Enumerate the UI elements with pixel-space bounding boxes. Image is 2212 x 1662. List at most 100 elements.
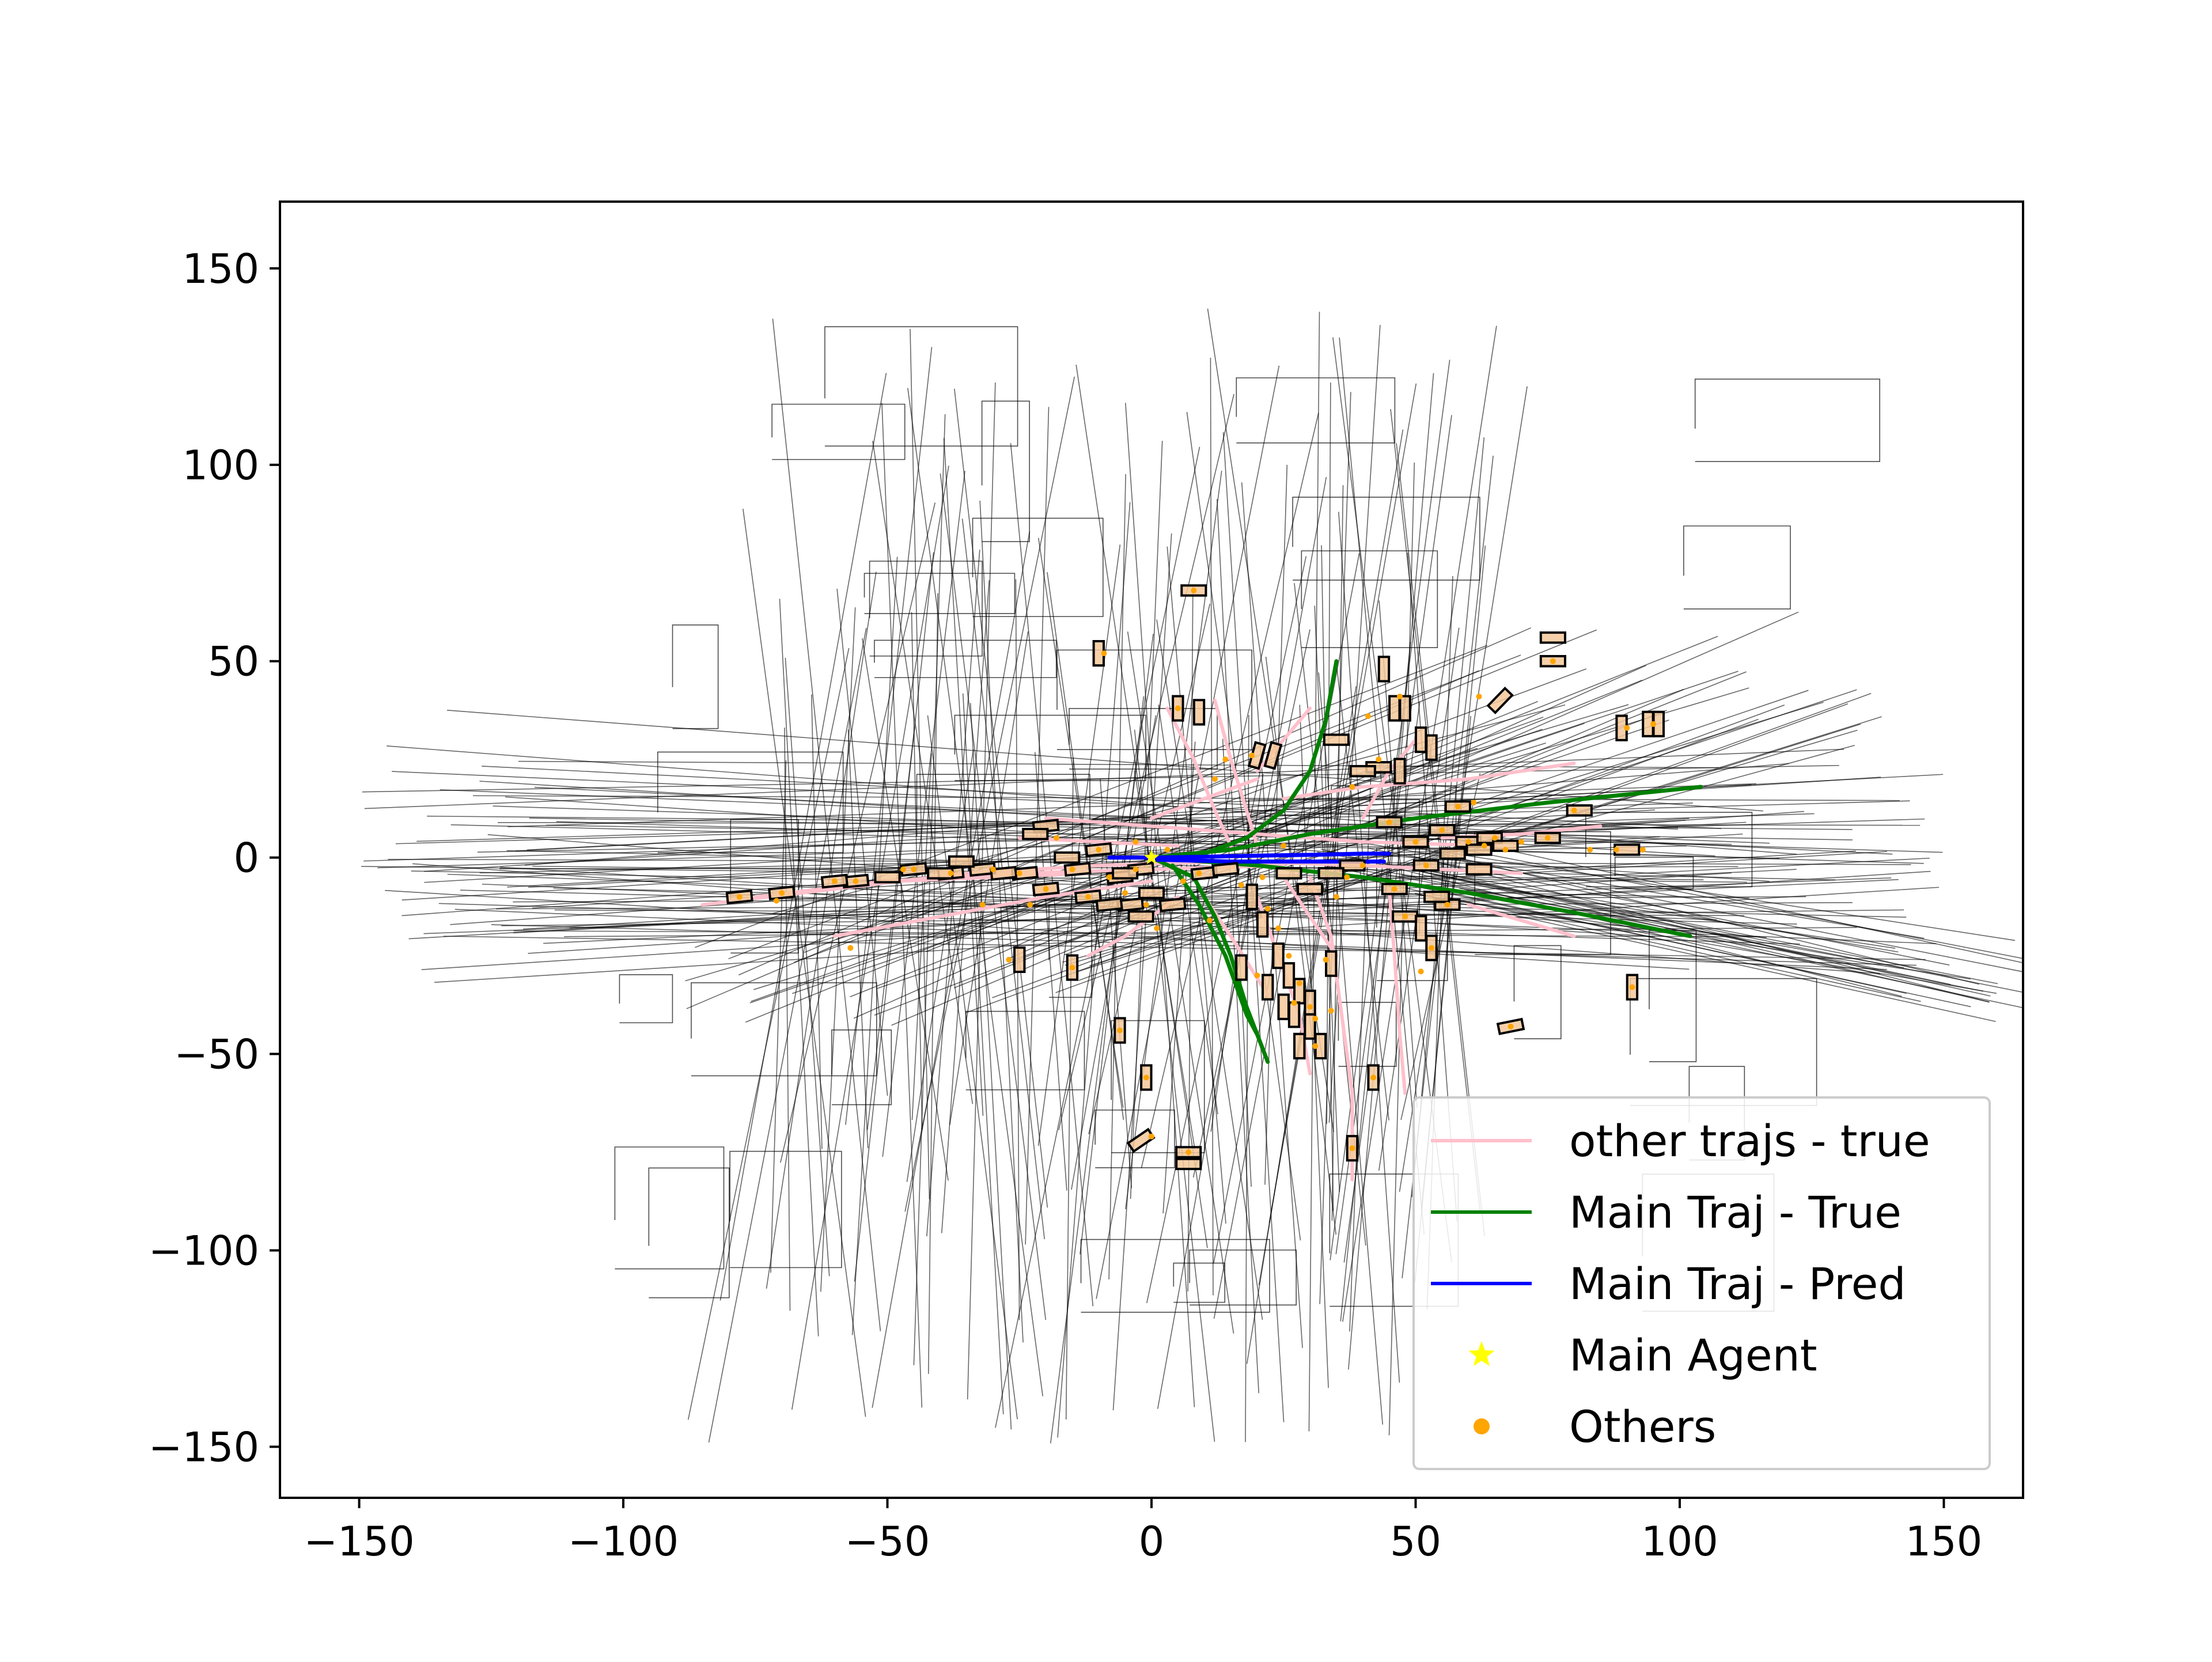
- other-agent-point: [1196, 870, 1202, 876]
- vehicle-box: [1539, 631, 1566, 644]
- map-lane-line: [967, 382, 996, 1400]
- map-curb-outline: [614, 1146, 725, 1270]
- main-agent-star: [1143, 849, 1160, 864]
- vehicle-box: [1423, 891, 1450, 903]
- other-agent-point: [1376, 756, 1382, 763]
- map-curb-outline: [619, 974, 673, 1024]
- other-agent-point: [1402, 913, 1408, 919]
- vehicle-box: [1439, 847, 1466, 860]
- other-agent-point: [1027, 902, 1033, 908]
- map-lane-line: [1112, 533, 1172, 1411]
- legend-swatch-others: [1474, 1418, 1490, 1434]
- other-agent-point: [1571, 807, 1577, 813]
- other-agent-point: [1481, 843, 1487, 849]
- other-agent-point: [1069, 866, 1075, 873]
- legend-label-main-traj-true: Main Traj - True: [1569, 1187, 1902, 1238]
- map-lane-line: [1134, 729, 1215, 1442]
- series-line-other-trajs-true: [1282, 875, 1338, 958]
- other-agent-point: [1122, 890, 1128, 896]
- vehicle-box: [1325, 950, 1338, 977]
- map-lane-line: [943, 438, 984, 1116]
- map-lane-line: [1213, 553, 1360, 1319]
- other-agent-point: [1423, 862, 1429, 869]
- map-lane-line: [738, 627, 1532, 976]
- vehicle-box: [1192, 699, 1206, 726]
- other-agent-point: [1465, 839, 1472, 845]
- x-tick-label: 100: [1641, 1518, 1718, 1565]
- other-agent-point: [1312, 1016, 1319, 1022]
- map-lane-line: [1057, 502, 1131, 1438]
- map-curb-outline: [657, 751, 844, 853]
- map-lane-line: [1157, 477, 1327, 1409]
- y-tick-label: 100: [182, 442, 259, 489]
- map-lane-line: [780, 502, 936, 1163]
- other-agent-point: [1281, 843, 1287, 849]
- other-agent-point: [1212, 776, 1218, 782]
- map-curb-outline: [1630, 978, 1817, 1106]
- other-agent-point: [1180, 878, 1187, 884]
- map-curb-outline: [981, 400, 1030, 542]
- vehicle-box: [1414, 915, 1427, 942]
- map-lane-line: [927, 593, 938, 1374]
- map-curb-outline: [691, 982, 877, 1077]
- map-lane-line: [1037, 537, 1124, 1108]
- other-agent-point: [1412, 839, 1419, 845]
- map-curb-outline: [729, 1150, 842, 1269]
- other-agent-point: [900, 866, 907, 873]
- map-lane-line: [804, 629, 1597, 953]
- map-lane-line: [472, 795, 1900, 801]
- map-lane-line: [1455, 859, 2023, 972]
- x-tick-label: −50: [845, 1518, 930, 1565]
- series-line-other-trajs-true: [1467, 903, 1576, 938]
- map-lane-line: [962, 693, 1004, 1415]
- map-lane-line: [1408, 854, 1990, 1003]
- map-curb-outline: [1292, 497, 1480, 581]
- x-axis-ticks: −150 −100 −50 0 50 100 150: [304, 1498, 1982, 1565]
- vehicle-box: [1277, 993, 1290, 1020]
- legend: other trajs - true Main Traj - True Main T…: [1412, 1096, 1991, 1470]
- other-agent-point: [990, 866, 996, 873]
- other-agent-point: [1492, 835, 1498, 841]
- map-lane-line: [1463, 840, 2023, 964]
- vehicle-box: [1063, 862, 1092, 877]
- vehicle-box: [1054, 851, 1081, 864]
- other-agent-point: [1175, 705, 1181, 711]
- other-agent-point: [1249, 752, 1255, 759]
- vehicle-box: [1304, 1013, 1316, 1040]
- map-lane-line: [927, 715, 1018, 1419]
- map-curb-outline: [1173, 1262, 1226, 1303]
- map-lane-line: [1075, 365, 1208, 1248]
- map-lane-line: [1064, 689, 1857, 956]
- other-agent-point: [1344, 874, 1350, 880]
- other-agent-point: [1206, 917, 1213, 923]
- vehicle-box: [1262, 974, 1274, 1001]
- map-lane-line: [534, 786, 1893, 855]
- map-lane-line: [791, 465, 949, 1410]
- map-curb-outline: [730, 819, 799, 954]
- vehicle-box: [1022, 828, 1049, 841]
- series-line-main-traj-true: [1149, 855, 1270, 1064]
- y-tick-label: −150: [149, 1424, 259, 1471]
- map-curb-outline: [1683, 525, 1791, 609]
- vehicle-box: [1013, 946, 1026, 974]
- map-lane-line: [687, 648, 850, 1420]
- map-curb-outline: [965, 1010, 1085, 1091]
- other-agent-point: [1476, 694, 1482, 700]
- legend-label-other-trajs-true: other trajs - true: [1569, 1115, 1930, 1167]
- other-agent-point: [911, 866, 917, 873]
- other-agent-point: [948, 870, 954, 876]
- vehicle-box: [1138, 887, 1165, 899]
- other-agent-point: [1365, 713, 1371, 720]
- map-lane-line: [1187, 584, 1194, 1292]
- map-curb-outline: [824, 326, 1018, 447]
- vehicle-box: [1287, 1001, 1301, 1028]
- other-agent-point: [736, 894, 743, 900]
- vehicle-box: [1323, 733, 1350, 746]
- map-lane-line: [910, 328, 930, 1199]
- other-agent-point: [831, 878, 838, 884]
- other-agent-point: [1323, 956, 1329, 963]
- series-line-other-trajs-true: [1282, 762, 1576, 801]
- series-line-main-traj-true: [1149, 855, 1692, 938]
